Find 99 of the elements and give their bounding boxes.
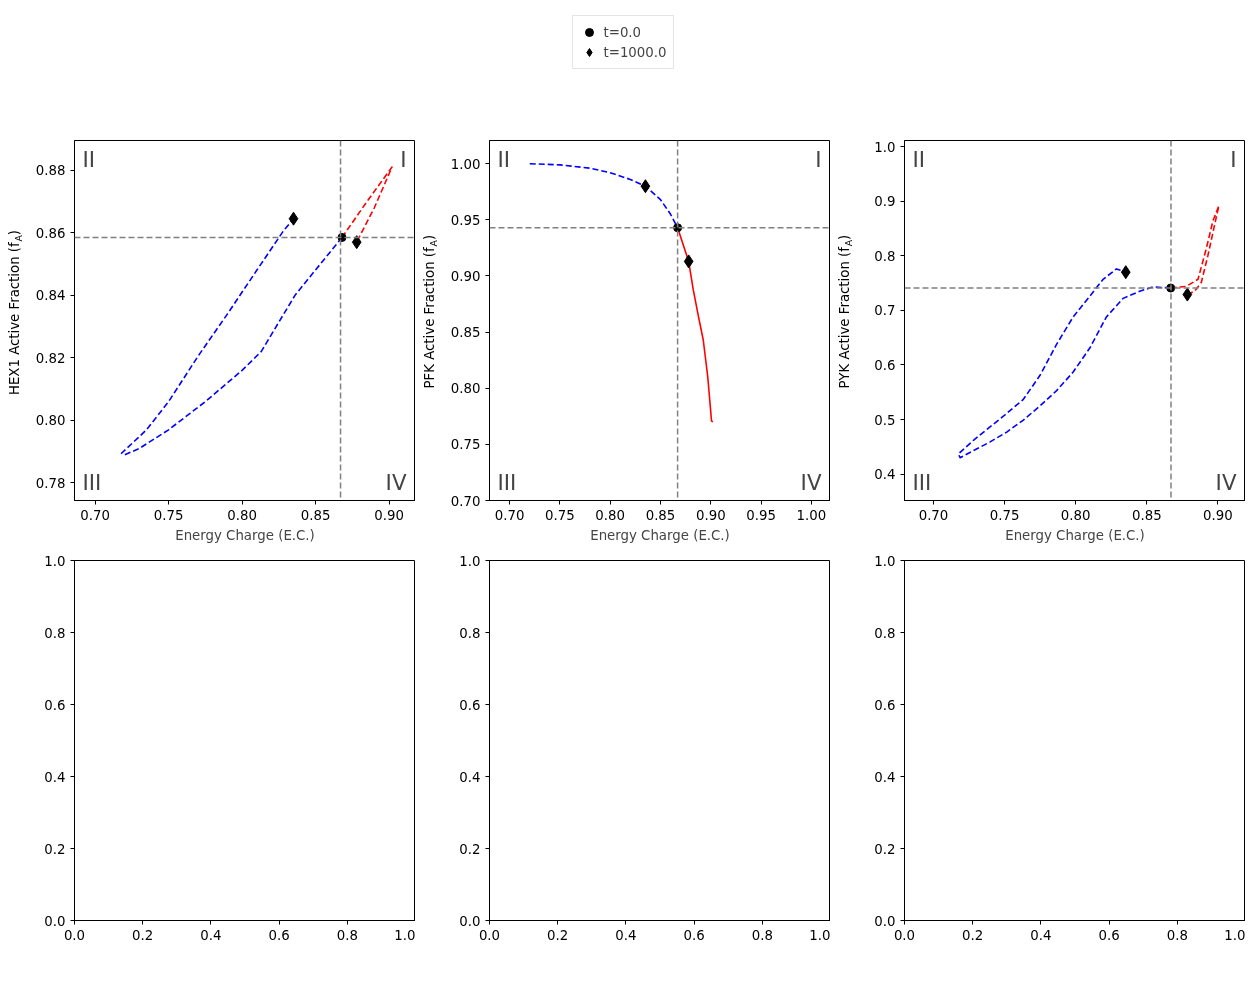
point	[288, 211, 299, 226]
x-tick-label: 0.8	[751, 927, 773, 943]
y-tick-label: 0.8	[874, 248, 896, 264]
y-tick-label: 0.90	[450, 268, 481, 284]
annotation: III	[82, 469, 102, 495]
y-tick-label: 0.2	[44, 841, 66, 857]
annotation: IV	[385, 469, 407, 495]
x-tick-label: 0.70	[80, 507, 110, 523]
y-tick-label: 1.0	[459, 553, 481, 569]
y-tick-label: 0.75	[450, 437, 481, 453]
x-tick-label: 0.0	[893, 927, 916, 943]
x-tick-label: 0.90	[374, 507, 404, 523]
y-axis-title: PYK Active Fraction (fA)	[837, 234, 854, 389]
x-axis-title: Energy Charge (E.C.)	[590, 527, 730, 543]
y-tick-label: 0.5	[874, 412, 896, 428]
annotation: I	[1230, 146, 1237, 172]
x-tick-label: 1.0	[809, 927, 831, 943]
y-tick-label: 0.82	[35, 350, 66, 366]
point	[1182, 287, 1193, 302]
x-tick-label: 0.4	[1030, 927, 1052, 943]
y-tick-label: 0.6	[459, 697, 481, 713]
x-tick-label: 0.95	[746, 507, 776, 523]
x-tick-label: 0.4	[615, 927, 637, 943]
y-tick-label: 0.85	[450, 325, 481, 341]
annotation: IV	[1215, 469, 1237, 495]
y-tick-label: 1.0	[874, 553, 896, 569]
x-tick-label: 0.8	[336, 927, 358, 943]
y-tick-label: 1.0	[874, 139, 896, 155]
x-tick-label: 0.80	[1060, 507, 1091, 523]
y-tick-label: 0.0	[874, 913, 896, 929]
x-tick-label: 0.2	[132, 927, 154, 943]
annotation: IV	[800, 469, 822, 495]
y-tick-label: 1.0	[44, 553, 66, 569]
y-tick-label: 0.86	[35, 225, 66, 241]
y-tick-label: 0.6	[44, 697, 66, 713]
y-tick-label: 0.9	[874, 194, 896, 210]
x-tick-label: 1.0	[1224, 927, 1246, 943]
point	[351, 235, 362, 250]
y-axis-title: HEX1 Active Fraction (fA)	[7, 229, 24, 396]
y-tick-label: 0.6	[874, 357, 896, 373]
y-tick-label: 0.8	[459, 625, 481, 641]
y-tick-label: 0.4	[874, 467, 896, 483]
y-tick-label: 0.4	[44, 769, 66, 785]
y-tick-label: 0.88	[35, 163, 66, 179]
y-tick-label: 0.84	[35, 288, 66, 304]
x-tick-label: 0.8	[1166, 927, 1188, 943]
y-axis-title: PFK Active Fraction (fA)	[422, 234, 439, 389]
x-tick-label: 0.2	[547, 927, 569, 943]
annotation: I	[815, 146, 822, 172]
y-tick-label: 0.7	[874, 303, 896, 319]
annotation: II	[82, 146, 96, 172]
x-tick-label: 0.0	[63, 927, 86, 943]
x-tick-label: 0.70	[918, 507, 949, 523]
x-tick-label: 0.0	[478, 927, 501, 943]
x-tick-label: 0.2	[962, 927, 984, 943]
y-tick-label: 0.8	[874, 625, 896, 641]
x-tick-label: 0.70	[494, 507, 525, 523]
annotation: I	[400, 146, 407, 172]
x-tick-label: 1.00	[796, 507, 827, 523]
y-tick-label: 0.4	[459, 769, 481, 785]
annotation: III	[912, 469, 932, 495]
y-tick-label: 0.0	[44, 913, 66, 929]
y-tick-label: 0.8	[44, 625, 66, 641]
y-tick-label: 0.2	[874, 841, 896, 857]
legend-label: t=0.0	[603, 24, 642, 40]
annotation: II	[497, 146, 511, 172]
x-tick-label: 0.90	[695, 507, 726, 523]
y-tick-label: 0.95	[450, 212, 481, 228]
x-tick-label: 0.90	[1203, 507, 1233, 523]
y-tick-label: 0.6	[874, 697, 896, 713]
annotation: III	[497, 469, 517, 495]
x-axis-title: Energy Charge (E.C.)	[1005, 527, 1145, 543]
x-tick-label: 0.4	[200, 927, 222, 943]
y-tick-label: 0.78	[35, 475, 66, 491]
point	[683, 254, 694, 269]
x-tick-label: 0.75	[545, 507, 575, 523]
legend-label: t=1000.0	[603, 44, 667, 60]
y-tick-label: 1.00	[450, 156, 481, 172]
x-tick-label: 0.85	[300, 507, 331, 523]
x-tick-label: 0.6	[1098, 927, 1120, 943]
y-tick-label: 0.80	[450, 381, 481, 397]
y-tick-label: 0.4	[874, 769, 896, 785]
x-tick-label: 0.85	[645, 507, 676, 523]
x-tick-label: 0.6	[268, 927, 290, 943]
point	[640, 179, 651, 194]
x-tick-label: 0.80	[227, 507, 257, 523]
annotation: II	[912, 146, 926, 172]
point	[1120, 265, 1131, 280]
y-tick-label: 0.70	[450, 493, 481, 509]
y-tick-label: 0.0	[459, 913, 481, 929]
x-tick-label: 0.80	[595, 507, 626, 523]
x-tick-label: 1.0	[394, 927, 416, 943]
x-tick-label: 0.85	[1131, 507, 1162, 523]
x-axis-title: Energy Charge (E.C.)	[175, 527, 315, 543]
x-tick-label: 0.75	[153, 507, 184, 523]
x-tick-label: 0.6	[683, 927, 705, 943]
x-tick-label: 0.75	[989, 507, 1020, 523]
y-tick-label: 0.80	[35, 413, 66, 429]
y-tick-label: 0.2	[459, 841, 481, 857]
